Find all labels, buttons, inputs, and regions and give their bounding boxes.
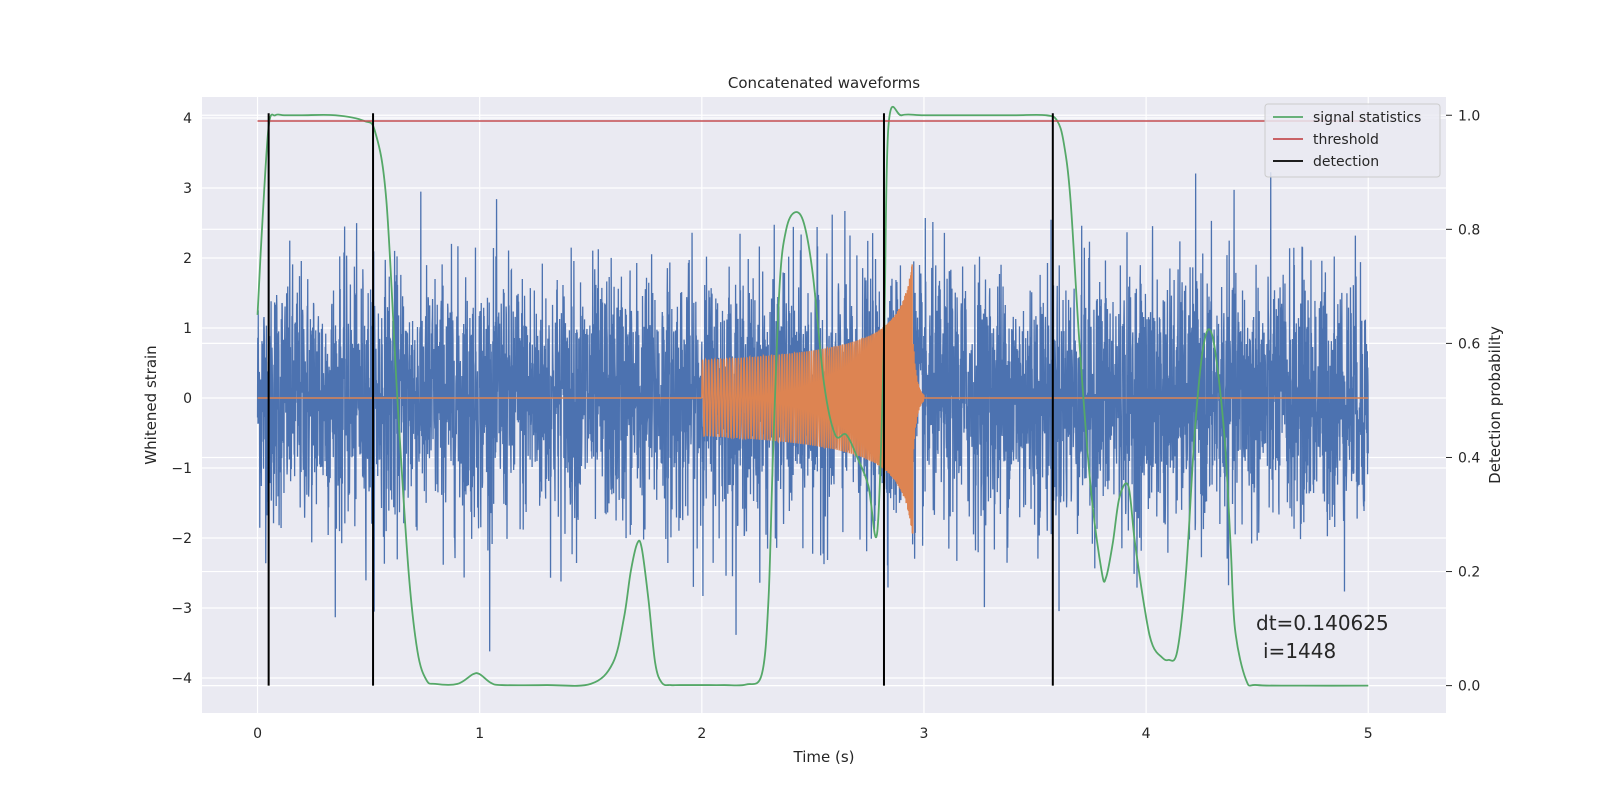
y-tick-label: −3 — [171, 601, 192, 617]
y-tick-label: 1 — [183, 321, 192, 337]
x-tick-label: 2 — [697, 726, 706, 742]
x-axis-label: Time (s) — [793, 748, 855, 766]
y-right-tick-label: 0.8 — [1458, 222, 1480, 238]
legend-label-signal-statistics: signal statistics — [1313, 110, 1421, 126]
y-right-tick-label: 1.0 — [1458, 108, 1480, 124]
y-tick-label: −1 — [171, 461, 192, 477]
x-tick-label: 1 — [475, 726, 484, 742]
axes-ticks: 0 1 2 3 4 5 −4 −3 −2 −1 0 1 2 3 4 0.0 0.2 0.4 0.6 0.8 1.0 — [171, 108, 1480, 742]
annotation-index: i=1448 — [1263, 639, 1336, 663]
y-tick-label: 4 — [183, 111, 192, 127]
plot-area — [256, 105, 1369, 687]
y-axis-right-label: Detection probability — [1486, 326, 1504, 484]
x-tick-label: 3 — [920, 726, 929, 742]
legend: signal statistics threshold detection — [1264, 103, 1441, 178]
y-right-tick-label: 0.4 — [1458, 450, 1480, 466]
x-tick-label: 0 — [253, 726, 262, 742]
legend-label-threshold: threshold — [1313, 132, 1379, 148]
y-tick-label: −2 — [171, 531, 192, 547]
chart-title: Concatenated waveforms — [728, 74, 920, 92]
y-tick-label: −4 — [171, 671, 192, 687]
series-signal-statistics-line — [256, 105, 1369, 687]
legend-box — [1264, 103, 1441, 178]
y-tick-label: 3 — [183, 181, 192, 197]
y-axis-label: Whitened strain — [142, 345, 160, 464]
y-tick-label: 2 — [183, 251, 192, 267]
annotation-dt: dt=0.140625 — [1256, 611, 1389, 635]
y-right-tick-label: 0.0 — [1458, 679, 1480, 695]
y-right-tick-label: 0.2 — [1458, 565, 1480, 581]
x-tick-label: 5 — [1364, 726, 1373, 742]
legend-label-detection: detection — [1313, 154, 1379, 170]
y-right-tick-label: 0.6 — [1458, 336, 1480, 352]
x-tick-label: 4 — [1142, 726, 1151, 742]
y-tick-label: 0 — [183, 391, 192, 407]
